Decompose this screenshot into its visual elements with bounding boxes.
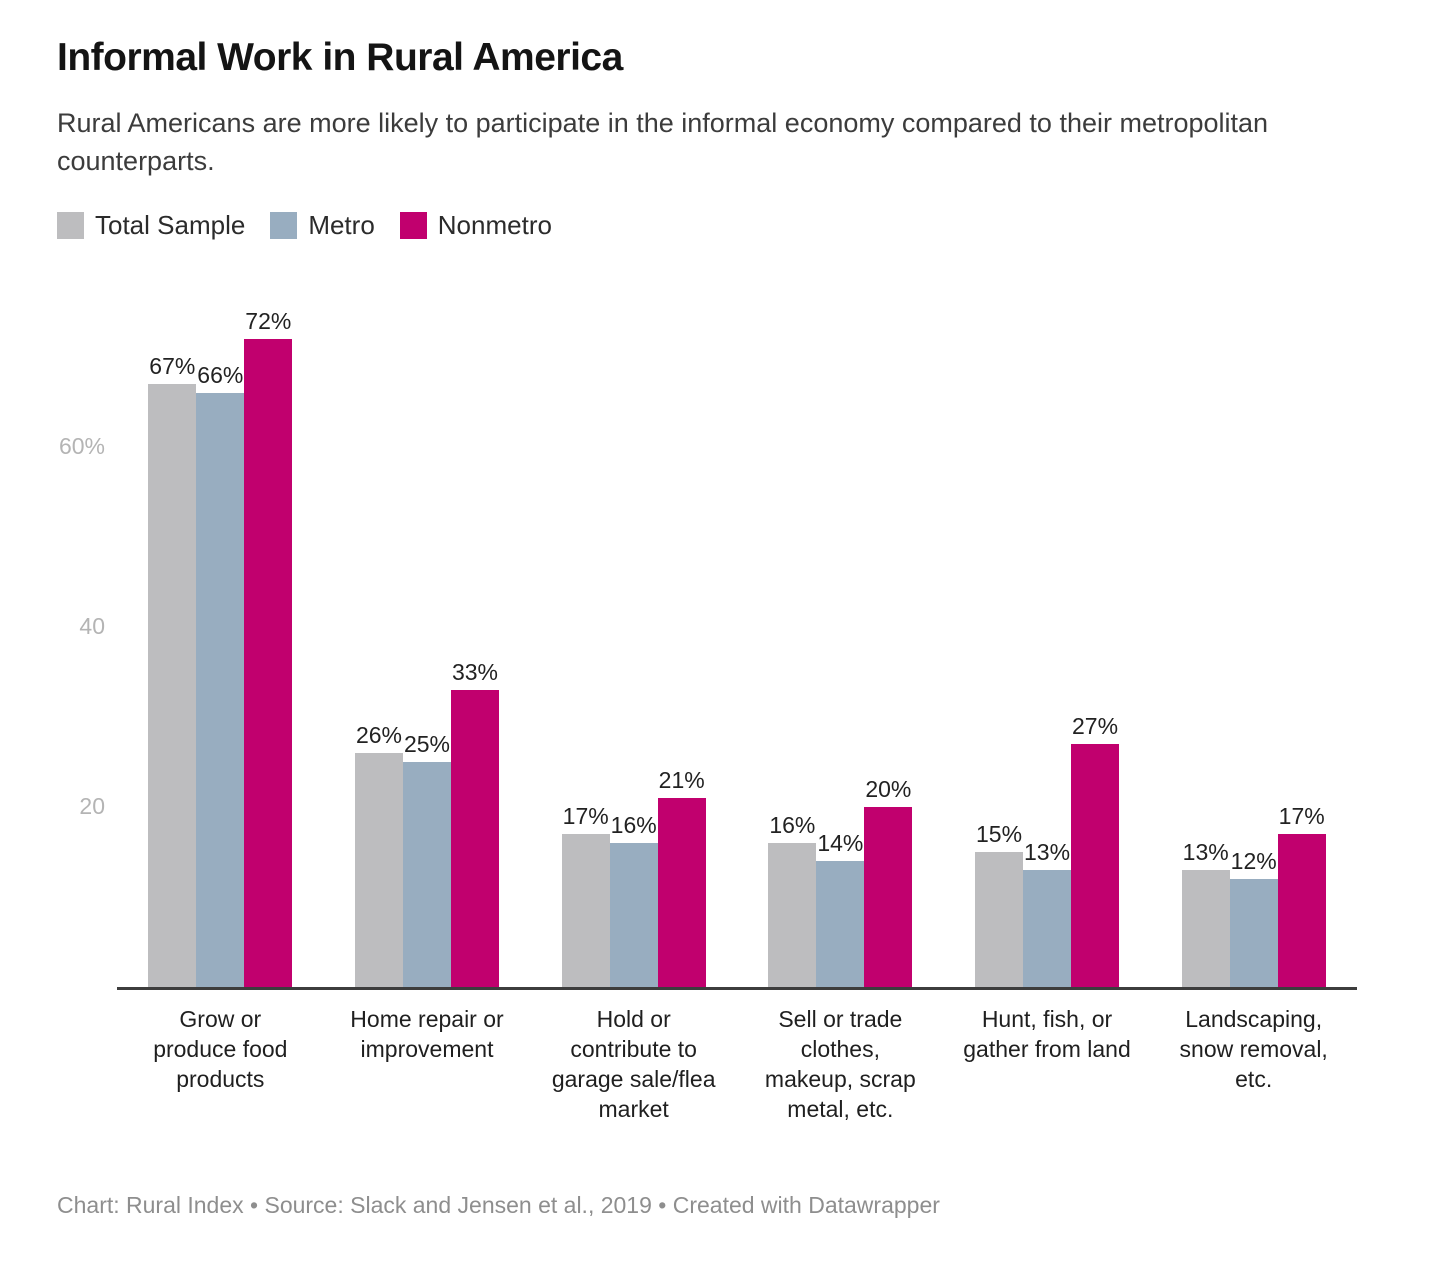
bar-value-label: 25% xyxy=(403,731,451,757)
legend-label: Metro xyxy=(308,210,375,240)
bar-value-label: 16% xyxy=(610,812,657,838)
x-axis-line xyxy=(117,987,1357,990)
chart-area: 20 40 60% 67% 66% 72% 26% 25% 33% 17% 16% 21% 16% 14… xyxy=(57,257,1440,987)
bar-group: 13% 12% 17% xyxy=(1150,257,1357,987)
legend-label: Nonmetro xyxy=(437,210,552,240)
bar-total-sample[interactable]: 16% xyxy=(768,812,817,987)
bar-value-label: 17% xyxy=(1278,803,1325,829)
bar-total-sample[interactable]: 26% xyxy=(355,722,403,987)
category-cell: Hold or contribute to garage sale/flea m… xyxy=(530,1004,737,1124)
bar-group: 15% 13% 27% xyxy=(944,257,1151,987)
bar-value-label: 13% xyxy=(1182,839,1229,865)
bar-value-label: 27% xyxy=(1071,713,1119,739)
footer-note: Chart: Rural Index • Source: Slack and J… xyxy=(57,1192,940,1218)
bar-total-sample[interactable]: 67% xyxy=(148,353,197,987)
bar-value-label: 26% xyxy=(355,722,403,748)
legend-item-nonmetro: Nonmetro xyxy=(399,210,552,241)
y-axis: 20 40 60% xyxy=(57,257,117,987)
category-cell: Home repair or improvement xyxy=(324,1004,531,1124)
bar-value-label: 72% xyxy=(245,308,292,334)
bar-value-label: 16% xyxy=(769,812,816,838)
legend: Total Sample Metro Nonmetro xyxy=(57,210,1440,241)
bar-nonmetro[interactable]: 21% xyxy=(657,767,706,987)
bar-value-label: 12% xyxy=(1230,848,1277,874)
legend-swatch-icon xyxy=(270,212,298,239)
bar-metro[interactable]: 25% xyxy=(403,731,451,987)
bar-total-sample[interactable]: 17% xyxy=(561,803,610,987)
bar-nonmetro[interactable]: 20% xyxy=(864,776,913,987)
x-axis-labels: Grow or produce food products Home repair… xyxy=(117,990,1357,1124)
y-tick-label: 60% xyxy=(58,433,105,459)
legend-item-total-sample: Total Sample xyxy=(57,210,245,241)
bar-total-sample[interactable]: 13% xyxy=(1181,839,1230,987)
bar-value-label: 14% xyxy=(817,830,864,856)
legend-swatch-icon xyxy=(57,212,84,239)
legend-item-metro: Metro xyxy=(270,210,375,241)
bar-metro[interactable]: 16% xyxy=(609,812,658,987)
bar-value-label: 20% xyxy=(865,776,912,802)
category-cell: Landscaping, snow removal, etc. xyxy=(1150,1004,1357,1124)
category-label: Home repair or improvement xyxy=(350,1006,504,1062)
bar-group: 17% 16% 21% xyxy=(530,257,737,987)
bar-value-label: 66% xyxy=(197,362,244,388)
bar-metro[interactable]: 66% xyxy=(196,362,245,987)
category-label: Grow or produce food products xyxy=(153,1006,288,1092)
plot-area: 67% 66% 72% 26% 25% 33% 17% 16% 21% 16% 14% 20% 15% 1… xyxy=(117,257,1357,987)
legend-swatch-icon xyxy=(399,212,427,239)
chart-subtitle: Rural Americans are more likely to parti… xyxy=(57,108,1269,176)
bar-nonmetro[interactable]: 33% xyxy=(451,659,499,987)
bar-nonmetro[interactable]: 27% xyxy=(1071,713,1120,987)
bar-metro[interactable]: 13% xyxy=(1023,839,1072,987)
bar-group: 16% 14% 20% xyxy=(737,257,944,987)
bar-value-label: 15% xyxy=(975,821,1023,847)
category-cell: Sell or trade clothes, makeup, scrap met… xyxy=(737,1004,944,1124)
legend-label: Total Sample xyxy=(95,210,246,240)
y-tick-label: 40 xyxy=(79,613,105,639)
y-tick-label: 20 xyxy=(79,793,105,819)
chart-title: Informal Work in Rural America xyxy=(57,36,623,79)
category-label: Hunt, fish, or gather from land xyxy=(963,1006,1131,1062)
bar-metro[interactable]: 14% xyxy=(816,830,865,987)
category-label: Sell or trade clothes, makeup, scrap met… xyxy=(764,1006,916,1122)
category-label: Landscaping, snow removal, etc. xyxy=(1179,1006,1328,1092)
bar-value-label: 21% xyxy=(658,767,705,793)
category-label: Hold or contribute to garage sale/flea m… xyxy=(551,1006,716,1122)
bar-total-sample[interactable]: 15% xyxy=(975,821,1024,987)
bar-metro[interactable]: 12% xyxy=(1229,848,1278,987)
bar-nonmetro[interactable]: 17% xyxy=(1277,803,1326,987)
bar-group: 67% 66% 72% xyxy=(117,257,324,987)
bar-value-label: 67% xyxy=(149,353,196,379)
bar-value-label: 13% xyxy=(1023,839,1071,865)
bar-value-label: 17% xyxy=(562,803,609,829)
category-cell: Grow or produce food products xyxy=(117,1004,324,1124)
category-cell: Hunt, fish, or gather from land xyxy=(944,1004,1151,1124)
bar-group: 26% 25% 33% xyxy=(324,257,531,987)
bar-nonmetro[interactable]: 72% xyxy=(244,308,293,987)
bar-value-label: 33% xyxy=(451,659,499,685)
